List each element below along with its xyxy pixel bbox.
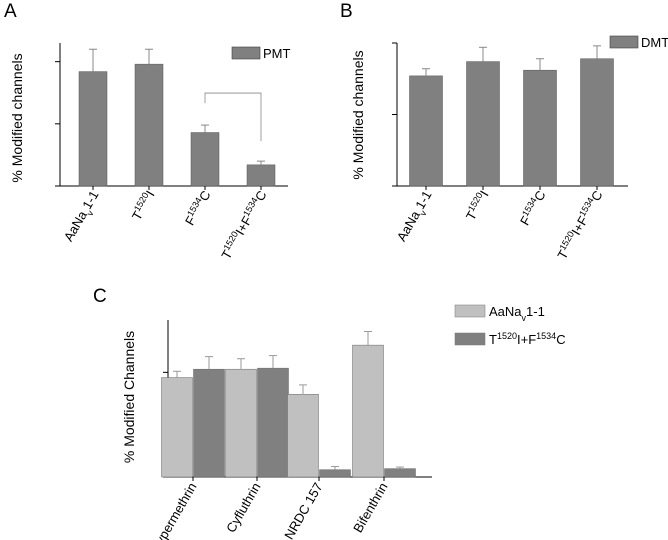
bar <box>134 63 164 187</box>
bar <box>287 394 319 478</box>
bar <box>257 367 289 478</box>
x-tick-label: Cypermethrin <box>148 480 200 540</box>
panel-a: A % Modified channels PMT <box>4 1 291 183</box>
x-tick-label: T1520I+F1534C <box>217 188 269 262</box>
legend-label: T1520I+F1534C <box>489 331 566 347</box>
x-tick-label: Cyfluthrin <box>223 480 263 535</box>
panel-c-y-axis-title: % Modified Channels <box>121 331 137 463</box>
panel-a-legend: PMT <box>231 46 291 61</box>
bar <box>384 468 416 478</box>
panel-c: C % Modified Channels <box>93 286 137 463</box>
panel-a-y-axis-title: % Modified channels <box>9 53 25 182</box>
panel-b-legend-label: DMT <box>641 35 668 50</box>
x-tick-label: Bifenthrin <box>350 480 390 535</box>
bar <box>190 132 220 187</box>
panel-a-legend-label: PMT <box>263 46 291 61</box>
bar <box>161 377 193 478</box>
legend-swatch <box>454 332 486 346</box>
significance-bracket <box>204 92 262 142</box>
panel-b-legend-swatch <box>609 35 639 49</box>
x-tick-label: NRDC 157 <box>281 480 325 540</box>
legend-label: AaNav1-1 <box>489 304 545 323</box>
x-tick-label: AaNav1-1 <box>61 188 105 246</box>
panel-c-plot: Cypermethrin Cyfluthrin NRDC 157 Bifenthrin… <box>148 304 566 540</box>
panel-a-legend-swatch <box>231 46 261 60</box>
x-tick-label: T1520I <box>128 188 158 223</box>
bar <box>319 469 351 478</box>
x-tick-label: T1520I <box>462 188 492 223</box>
bar <box>193 368 225 478</box>
x-tick-label: AaNav1-1 <box>394 188 438 246</box>
bar <box>466 61 500 187</box>
bar <box>225 368 257 478</box>
x-tick-label: F1534C <box>516 188 549 228</box>
panel-b-y-axis-title: % Modified channels <box>350 50 366 179</box>
bar <box>246 164 276 187</box>
panel-a-label: A <box>4 1 17 22</box>
panel-b-label: B <box>340 1 353 22</box>
panel-b-legend: DMT <box>609 35 668 50</box>
panel-c-label: C <box>93 286 107 307</box>
legend-swatch <box>454 304 486 318</box>
bar <box>352 344 384 478</box>
x-tick-label: T1520I+F1534C <box>553 188 605 262</box>
panel-b: B % Modified channels DMT <box>340 1 668 180</box>
bar <box>409 75 443 187</box>
bar <box>523 69 557 187</box>
x-tick-label: F1534C <box>181 188 214 228</box>
bar <box>580 58 614 187</box>
bar <box>78 71 108 187</box>
